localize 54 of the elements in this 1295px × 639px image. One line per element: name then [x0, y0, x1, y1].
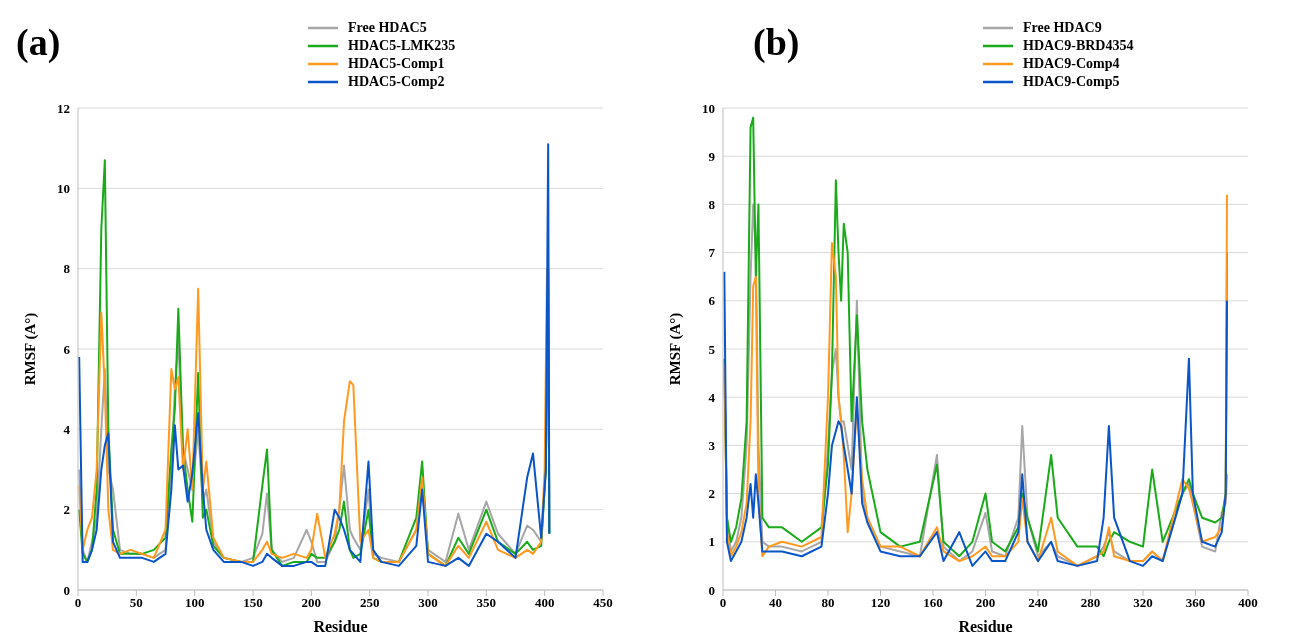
- x-tick-label: 450: [593, 595, 613, 611]
- chart-title: (a): [16, 20, 61, 64]
- x-tick-label: 200: [975, 595, 996, 611]
- x-tick-label: 40: [769, 595, 782, 611]
- y-tick-label: 0: [708, 582, 715, 598]
- y-tick-label: 12: [57, 100, 70, 116]
- legend-label: HDAC5-Comp2: [348, 74, 445, 90]
- x-tick-label: 250: [359, 595, 380, 611]
- chart-title: (b): [753, 20, 800, 64]
- x-tick-label: 320: [1133, 595, 1153, 611]
- y-tick-label: 1: [708, 534, 715, 550]
- y-tick-label: 7: [708, 245, 716, 261]
- x-tick-label: 120: [870, 595, 891, 611]
- x-tick-label: 300: [418, 595, 438, 611]
- x-tick-label: 350: [476, 595, 497, 611]
- legend-label: Free HDAC5: [348, 20, 427, 36]
- x-tick-label: 400: [1238, 595, 1258, 611]
- legend-label: HDAC5-Comp1: [348, 56, 445, 72]
- x-axis-title: Residue: [313, 618, 368, 635]
- legend-label: HDAC9-Comp5: [1023, 74, 1120, 90]
- legend-label: HDAC9-BRD4354: [1023, 38, 1134, 54]
- y-tick-label: 6: [63, 341, 71, 357]
- x-tick-label: 280: [1080, 595, 1101, 611]
- x-tick-label: 200: [301, 595, 322, 611]
- line-series: [723, 270, 1228, 567]
- x-tick-label: 50: [129, 595, 143, 611]
- y-tick-label: 5: [708, 341, 716, 357]
- y-axis-title: RMSF (A°): [22, 312, 40, 386]
- y-tick-label: 4: [708, 389, 716, 405]
- y-tick-label: 2: [63, 502, 70, 518]
- y-tick-label: 2: [708, 486, 715, 502]
- y-tick-label: 4: [63, 421, 71, 437]
- x-tick-label: 150: [243, 595, 263, 611]
- x-tick-label: 0: [74, 595, 82, 611]
- y-tick-label: 3: [708, 438, 716, 454]
- y-tick-label: 0: [63, 582, 70, 598]
- y-tick-label: 8: [63, 261, 71, 277]
- x-axis-title: Residue: [958, 618, 1013, 635]
- x-tick-label: 400: [534, 595, 555, 611]
- x-tick-label: 80: [821, 595, 835, 611]
- legend-label: HDAC5-LMK235: [348, 38, 456, 54]
- x-tick-label: 0: [719, 595, 727, 611]
- y-tick-label: 9: [708, 148, 716, 164]
- y-tick-label: 8: [708, 197, 716, 213]
- x-tick-label: 100: [184, 595, 205, 611]
- x-tick-label: 360: [1185, 595, 1206, 611]
- y-axis-title: RMSF (A°): [667, 312, 685, 386]
- y-tick-label: 10: [57, 180, 70, 196]
- y-tick-label: 10: [702, 100, 715, 116]
- y-tick-label: 6: [708, 293, 716, 309]
- legend-label: HDAC9-Comp4: [1023, 56, 1120, 72]
- x-tick-label: 240: [1028, 595, 1048, 611]
- x-tick-label: 160: [923, 595, 943, 611]
- legend-label: Free HDAC9: [1023, 20, 1102, 36]
